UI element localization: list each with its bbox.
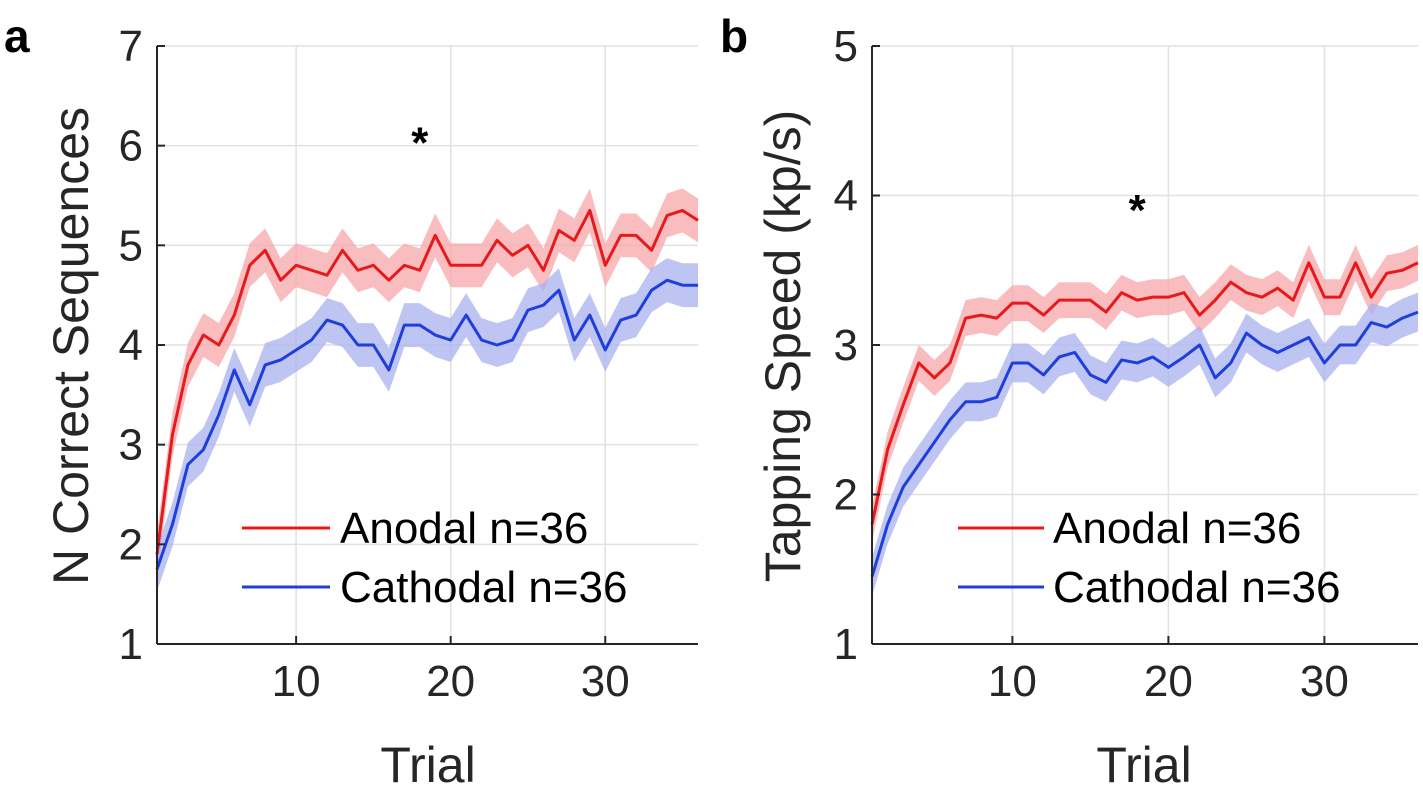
panel-a-y-tick-label-4: 4 bbox=[119, 321, 143, 370]
panel-b-anodal-error-band bbox=[872, 244, 1418, 543]
panel-b-series-lines bbox=[870, 261, 1419, 578]
panel-a-anodal-line bbox=[155, 208, 699, 555]
panel-a-y-tick-label-1: 1 bbox=[119, 620, 143, 669]
panel-b-y-tick-label-3: 3 bbox=[834, 321, 858, 370]
panel-a-cathodal-error-band bbox=[157, 258, 698, 592]
panel-a-significance-marker: * bbox=[411, 119, 429, 168]
panel-a-legend: Anodal n=36 Cathodal n=36 bbox=[242, 504, 627, 612]
panel-a-axes bbox=[156, 45, 698, 645]
panel-b-tick-labels: 1 2 3 4 5 10 20 30 bbox=[834, 22, 1349, 706]
panel-a-y-tick-label-5: 5 bbox=[119, 221, 143, 270]
panel-a-x-tick-label-30: 30 bbox=[581, 657, 630, 706]
panel-a-x-tick-label-10: 10 bbox=[272, 657, 321, 706]
panel-a-anodal-error-band bbox=[157, 188, 698, 577]
panel-a-cathodal-line bbox=[155, 278, 698, 570]
panel-a: a 1 2 3 4 5 6 7 10 20 30 * Trial N Correct Sequen… bbox=[4, 10, 699, 788]
panel-a-error-bands bbox=[157, 188, 698, 592]
panel-b-x-tick-label-30: 30 bbox=[1300, 657, 1349, 706]
panel-b-legend-cathodal-label: Cathodal n=36 bbox=[1053, 563, 1340, 612]
panel-b-x-tick-label-20: 20 bbox=[1144, 657, 1193, 706]
panel-b-label: b bbox=[720, 10, 748, 62]
panel-b: b 1 2 3 4 5 10 20 30 * Trial Tapping Speed (kp/… bbox=[720, 10, 1419, 788]
panel-b-y-tick-label-5: 5 bbox=[834, 22, 858, 71]
panel-b-legend-anodal-label: Anodal n=36 bbox=[1053, 504, 1301, 553]
panel-a-x-axis-title: Trial bbox=[380, 737, 475, 788]
panel-b-anodal-line bbox=[870, 261, 1419, 525]
panel-b-axes bbox=[871, 45, 1418, 645]
panel-a-label: a bbox=[4, 10, 30, 62]
panel-a-y-tick-label-3: 3 bbox=[119, 421, 143, 470]
panel-b-y-axis-title: Tapping Speed (kp/s) bbox=[755, 110, 811, 583]
panel-a-legend-cathodal-label: Cathodal n=36 bbox=[340, 563, 627, 612]
panel-b-legend: Anodal n=36 Cathodal n=36 bbox=[958, 504, 1340, 612]
panel-b-x-tick-label-10: 10 bbox=[988, 657, 1037, 706]
panel-a-y-axis-title: N Correct Sequences bbox=[43, 107, 99, 585]
panel-a-legend-anodal-label: Anodal n=36 bbox=[340, 504, 588, 553]
panel-a-tick-labels: 1 2 3 4 5 6 7 10 20 30 bbox=[119, 22, 630, 706]
panel-a-y-tick-label-7: 7 bbox=[119, 22, 143, 71]
panel-b-y-tick-label-2: 2 bbox=[834, 471, 858, 520]
panel-b-significance-marker: * bbox=[1129, 186, 1147, 235]
panel-b-y-tick-label-4: 4 bbox=[834, 172, 858, 221]
panel-a-y-tick-label-2: 2 bbox=[119, 520, 143, 569]
panel-b-x-axis-title: Trial bbox=[1096, 737, 1191, 788]
panel-a-y-tick-label-6: 6 bbox=[119, 122, 143, 171]
panel-b-cathodal-line bbox=[870, 310, 1419, 578]
panel-a-x-tick-label-20: 20 bbox=[426, 657, 475, 706]
panel-a-series-lines bbox=[155, 208, 699, 570]
panel-b-y-tick-label-1: 1 bbox=[834, 620, 858, 669]
